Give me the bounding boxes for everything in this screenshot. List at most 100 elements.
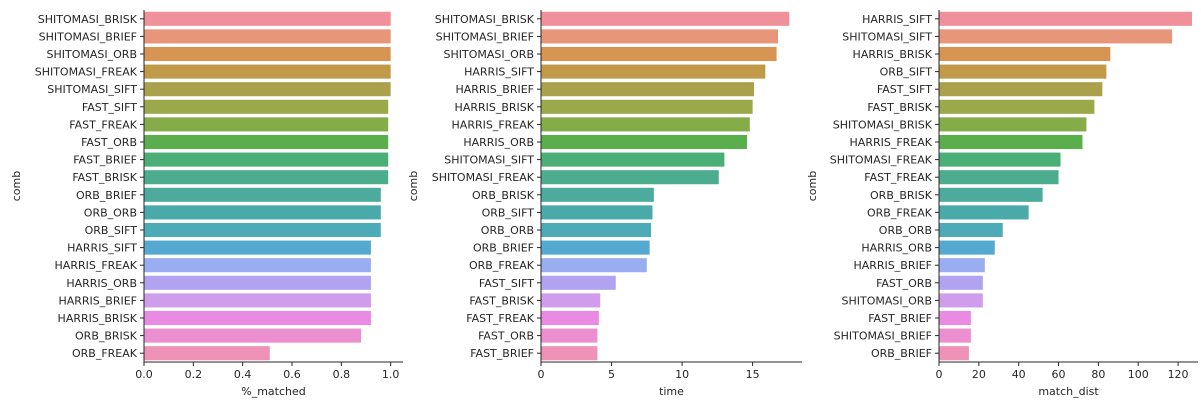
bar-harris-brisk: [939, 46, 1111, 62]
bar-harris-brisk: [144, 310, 371, 326]
x-tick-label: 80: [1091, 368, 1105, 381]
x-tick-label: 0.8: [333, 368, 351, 381]
y-tick-label: HARRIS_ORB: [66, 277, 137, 290]
x-tick-label: 0.0: [135, 368, 153, 381]
y-axis-label: comb: [806, 171, 819, 201]
y-tick-label: ORB_ORB: [879, 224, 932, 237]
y-tick-label: FAST_SIFT: [479, 277, 534, 290]
bar-fast-orb: [939, 275, 983, 290]
bar-orb-sift: [939, 64, 1107, 79]
bar-shitomasi-brisk: [144, 11, 391, 26]
bar-harris-sift: [541, 64, 766, 79]
bar-fast-freak: [144, 117, 389, 132]
y-tick-label: SHITOMASI_ORB: [47, 48, 137, 61]
bar-fast-sift: [144, 99, 389, 114]
y-tick-label: ORB_BRIEF: [473, 242, 534, 255]
y-tick-label: HARRIS_BRISK: [455, 101, 535, 114]
x-tick-label: 1.0: [382, 368, 400, 381]
y-tick-label: SHITOMASI_SIFT: [47, 83, 137, 96]
chart-panel-3: HARRIS_SIFT SHITOMASI_SIFT HARRIS_BRISK ORB…: [806, 10, 1198, 398]
chart-panel-1: SHITOMASI_BRISK SHITOMASI_BRIEF SHITOMASI_…: [10, 10, 403, 398]
y-tick-label: FAST_FREAK: [864, 171, 932, 184]
bar-fast-sift: [541, 275, 616, 290]
y-tick-label: FAST_FREAK: [466, 312, 534, 325]
bar-orb-orb: [939, 222, 1003, 238]
x-tick-label: 20: [972, 368, 986, 381]
y-tick-label: SHITOMASI_ORB: [842, 294, 932, 307]
y-tick-label: SHITOMASI_BRISK: [833, 118, 933, 131]
x-tick-label: 0.4: [234, 368, 252, 381]
y-tick-label: ORB_BRISK: [75, 330, 138, 343]
bar-orb-freak: [541, 258, 647, 273]
x-tick-label: 10: [675, 368, 689, 381]
bar-orb-brief: [144, 187, 381, 202]
y-tick-label: ORB_SIFT: [85, 224, 138, 237]
y-tick-label: FAST_BRIEF: [868, 312, 932, 325]
y-tick-label: HARRIS_FREAK: [452, 118, 535, 131]
y-tick-label: SHITOMASI_BRISK: [38, 13, 138, 26]
y-tick-label: HARRIS_BRIEF: [455, 83, 534, 96]
bar-fast-freak: [939, 170, 1059, 185]
y-tick-label: ORB_ORB: [84, 206, 137, 219]
y-tick-label: SHITOMASI_BRIEF: [39, 30, 137, 43]
y-tick-label: SHITOMASI_ORB: [444, 48, 534, 61]
bar-harris-brief: [939, 258, 985, 273]
y-tick-label: HARRIS_ORB: [463, 136, 534, 149]
bar-shitomasi-freak: [541, 170, 719, 185]
y-axis-label: comb: [407, 171, 420, 201]
y-tick-label: ORB_BRIEF: [76, 189, 137, 202]
x-tick-label: 15: [746, 368, 760, 381]
bar-shitomasi-sift: [144, 82, 391, 97]
bar-fast-brisk: [144, 170, 389, 185]
x-tick-label: 0.2: [185, 368, 203, 381]
bar-shitomasi-brisk: [541, 11, 790, 26]
y-tick-label: SHITOMASI_BRISK: [435, 13, 535, 26]
x-axis-label: match_dist: [1038, 385, 1099, 398]
y-tick-label: FAST_BRISK: [469, 294, 534, 307]
bar-fast-brisk: [939, 99, 1095, 114]
bar-shitomasi-sift: [939, 29, 1173, 44]
bar-shitomasi-freak: [144, 64, 391, 79]
bar-harris-brisk: [541, 99, 753, 114]
bar-fast-brief: [939, 310, 971, 326]
bar-harris-orb: [939, 240, 995, 255]
bar-fast-sift: [939, 82, 1103, 97]
y-tick-label: FAST_BRIEF: [470, 347, 534, 360]
y-tick-label: ORB_BRISK: [870, 189, 933, 202]
y-tick-label: SHITOMASI_FREAK: [830, 154, 933, 167]
y-tick-label: SHITOMASI_BRIEF: [834, 330, 932, 343]
bar-fast-freak: [541, 310, 599, 326]
x-tick-label: 0: [538, 368, 545, 381]
bar-shitomasi-brisk: [939, 117, 1087, 132]
bar-orb-sift: [144, 222, 381, 238]
y-tick-label: SHITOMASI_SIFT: [444, 154, 534, 167]
bar-shitomasi-brief: [144, 29, 391, 44]
y-tick-label: HARRIS_SIFT: [464, 66, 534, 79]
y-tick-label: ORB_SIFT: [880, 66, 933, 79]
x-tick-label: 0.6: [283, 368, 301, 381]
bar-harris-freak: [144, 258, 371, 273]
y-tick-label: HARRIS_BRISK: [853, 48, 933, 61]
y-tick-label: ORB_SIFT: [482, 206, 535, 219]
bar-orb-brisk: [144, 328, 362, 343]
bar-orb-orb: [541, 222, 652, 238]
bar-orb-sift: [541, 205, 653, 220]
x-tick-label: 120: [1168, 368, 1189, 381]
bar-harris-freak: [541, 117, 750, 132]
bar-orb-freak: [144, 346, 270, 361]
bar-fast-orb: [541, 328, 598, 343]
y-tick-label: FAST_SIFT: [82, 101, 137, 114]
x-axis-label: time: [659, 385, 684, 398]
y-tick-label: FAST_FREAK: [69, 118, 137, 131]
bar-harris-brief: [541, 82, 755, 97]
bar-orb-brisk: [939, 187, 1043, 202]
y-tick-label: SHITOMASI_SIFT: [842, 30, 932, 43]
y-tick-label: FAST_ORB: [876, 277, 932, 290]
y-tick-label: FAST_BRIEF: [73, 154, 137, 167]
y-tick-label: FAST_BRISK: [72, 171, 137, 184]
bar-harris-orb: [144, 275, 371, 290]
bar-shitomasi-brief: [939, 328, 971, 343]
y-tick-label: ORB_FREAK: [469, 259, 535, 272]
x-tick-label: 40: [1012, 368, 1026, 381]
bar-harris-brief: [144, 293, 371, 308]
